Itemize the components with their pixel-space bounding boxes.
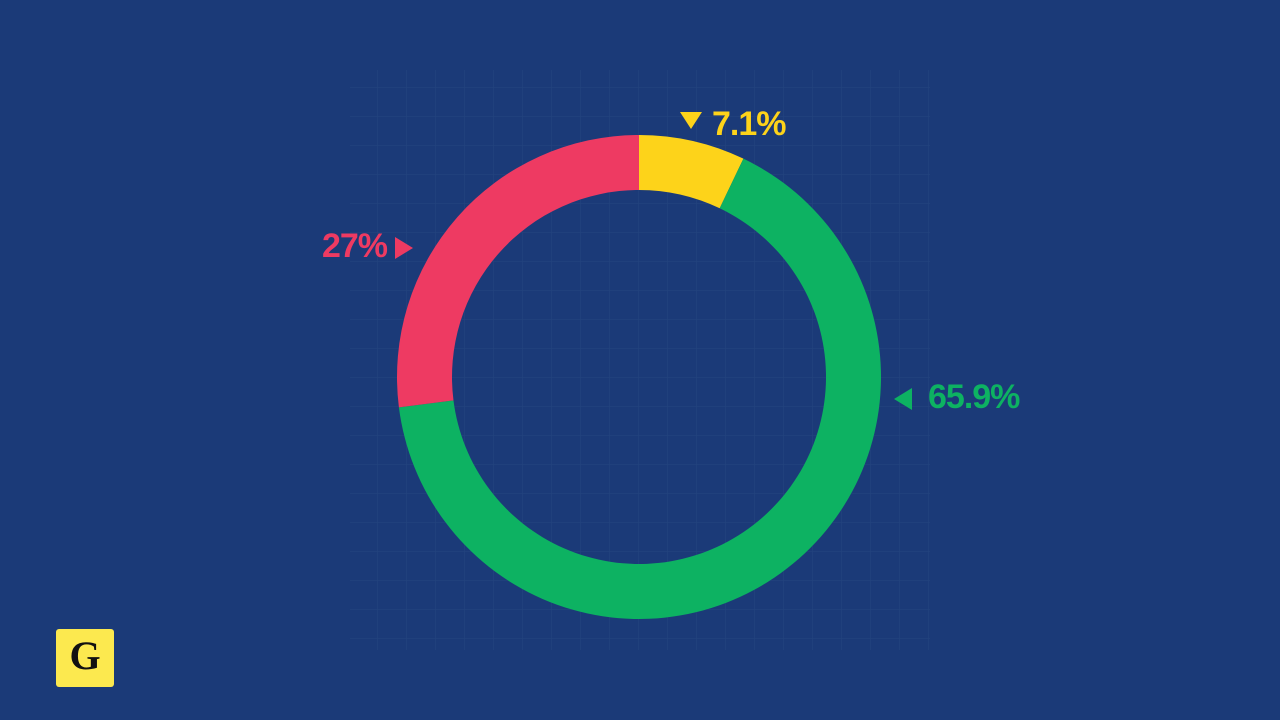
logo-box [56, 629, 114, 687]
logo-letter: G [69, 633, 100, 678]
label-pointer [894, 388, 912, 410]
logo: G [56, 629, 114, 687]
label-pointer [680, 112, 702, 129]
value-label: 65.9% [928, 378, 1020, 416]
value-label: 27% [322, 227, 388, 265]
donut-segment [396, 135, 639, 408]
value-label: 7.1% [712, 105, 786, 143]
label-pointer [395, 237, 413, 259]
donut-segment [639, 135, 744, 209]
